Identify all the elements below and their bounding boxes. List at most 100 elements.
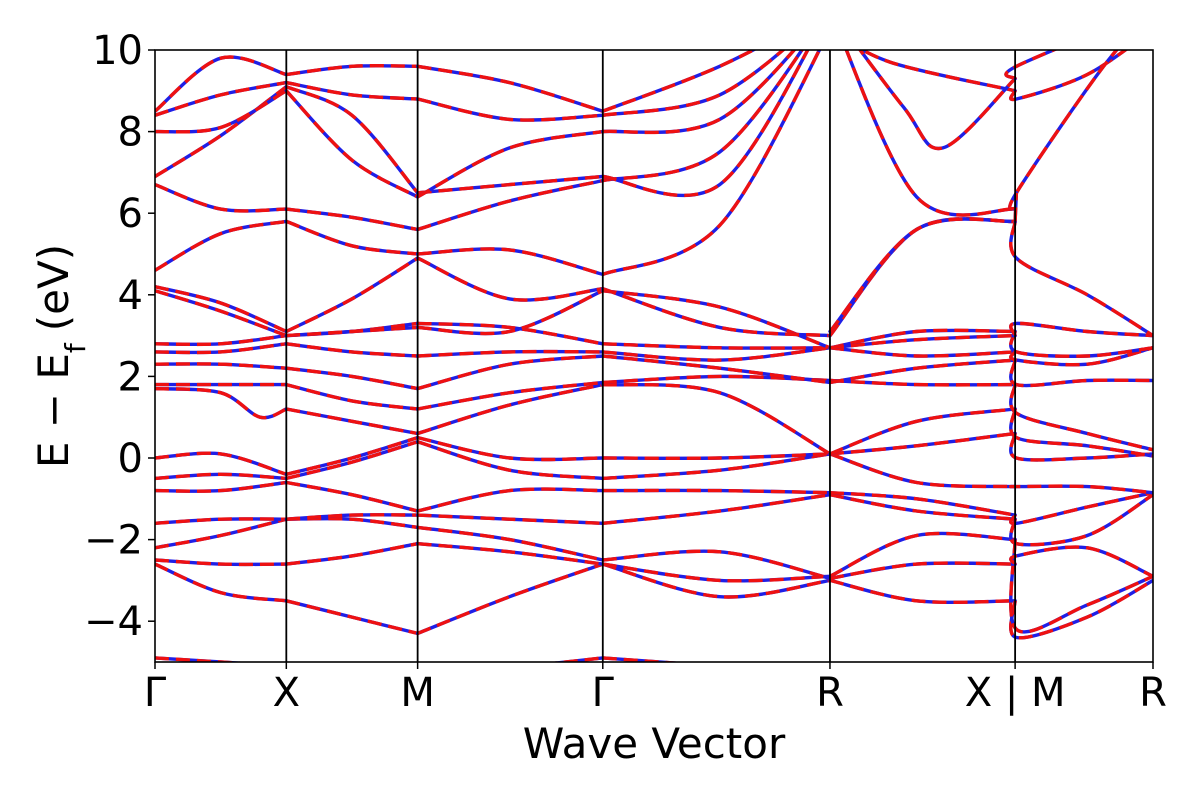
band-line-dashed-17-2 — [417, 174, 603, 195]
band-line-dashed-20-0 — [155, 55, 287, 113]
band-line-dashed-1-3 — [602, 562, 831, 599]
band-line-dashed-10-5 — [1009, 359, 1153, 388]
band-line-dashed-11-4 — [829, 346, 1016, 358]
band-line-dashed-8-0 — [155, 386, 287, 420]
band-line-solid-23-5 — [1008, 50, 1119, 211]
k-point-lines — [285, 50, 1017, 662]
band-line-solid-17-3 — [601, 50, 810, 197]
band-line-dashed-13-4 — [829, 333, 1016, 350]
band-line-dashed-14-1 — [285, 256, 419, 334]
band-line-dashed-6-0 — [155, 472, 287, 481]
band-line-solid-5-2 — [415, 487, 605, 513]
x-tick-label: R — [816, 670, 844, 716]
band-line-dashed-7-0 — [155, 451, 287, 476]
band-line-dashed-3-2 — [417, 525, 604, 562]
band-line-dashed-10-4 — [829, 358, 1016, 385]
band-line-dashed-23-5 — [1008, 50, 1119, 211]
y-axis-label: E − Ef (eV) — [29, 244, 92, 468]
band-line-dashed-7-2 — [417, 435, 603, 462]
band-line-solid-1-4 — [828, 578, 1017, 604]
y-axis-label-main: E − E — [29, 353, 78, 468]
band-line-dashed-22-4 — [858, 50, 1017, 151]
band-line-dashed-1-2 — [416, 562, 604, 635]
band-line-dashed-4-4 — [829, 493, 1016, 521]
band-line-dashed-10-1 — [286, 366, 418, 391]
band-line-solid-8-4 — [828, 407, 1017, 456]
band-line-dashed-19-1 — [285, 80, 418, 101]
band-line-dashed-2-1 — [286, 542, 418, 566]
band-line-dashed-13-5 — [1009, 321, 1153, 338]
band-line-solid-22-5 — [1004, 50, 1058, 81]
band-line-dashed-18-2 — [416, 129, 604, 199]
band-line-dashed-20-2 — [417, 64, 604, 113]
band-line-dashed-13-0 — [155, 289, 287, 338]
band-line-dashed-14-4 — [828, 217, 1016, 337]
band-line-dashed-5-3 — [602, 488, 831, 495]
band-line-dashed-2-2 — [417, 542, 604, 566]
band-line-dashed-10-3 — [602, 354, 831, 385]
band-line-dashed-18-3 — [602, 50, 797, 135]
band-line-dashed-11-0 — [155, 342, 287, 355]
band-line-dashed-20-3 — [602, 50, 758, 113]
band-line-dashed-2-3 — [602, 562, 831, 583]
band-line-dashed-5-4 — [829, 491, 1016, 517]
band-line-dashed-10-0 — [155, 362, 287, 370]
band-line-dashed-4-1 — [286, 513, 418, 521]
y-tick-label: 4 — [118, 273, 143, 319]
band-line-dashed-18-0 — [155, 89, 288, 134]
band-line-solid-15-0 — [155, 219, 288, 272]
band-line-dashed-7-1 — [285, 435, 419, 476]
band-line-dashed-0-3 — [602, 656, 684, 662]
band-line-dashed-16-1 — [286, 207, 418, 232]
band-line-solid-18-0 — [155, 89, 288, 134]
band-line-dashed-19-0 — [155, 80, 287, 117]
band-line-dashed-0-2 — [550, 656, 603, 662]
band-line-dashed-5-1 — [285, 480, 419, 513]
x-tick-label: X — [273, 670, 300, 716]
band-line-dashed-15-2 — [417, 247, 604, 277]
band-line-solid-7-2 — [415, 435, 605, 462]
band-line-dashed-19-2 — [417, 97, 603, 122]
band-line-dashed-5-0 — [155, 480, 287, 493]
x-tick-label: X | M — [965, 670, 1066, 716]
band-line-dashed-21-4 — [859, 50, 1016, 93]
band-line-dashed-8-4 — [829, 407, 1016, 456]
band-line-dashed-6-3 — [602, 452, 831, 481]
band-line-dashed-4-0 — [155, 517, 287, 525]
band-line-dashed-12-2 — [417, 321, 604, 346]
band-line-dashed-20-1 — [286, 64, 418, 77]
band-line-solid-14-4 — [828, 217, 1017, 338]
band-line-dashed-7-4 — [829, 431, 1016, 456]
band-line-dashed-17-1 — [285, 85, 419, 194]
band-line-dashed-12-5 — [1009, 331, 1153, 358]
band-line-dashed-9-1 — [285, 382, 418, 411]
band-line-dashed-15-1 — [285, 219, 418, 256]
band-line-dashed-14-0 — [155, 284, 287, 334]
band-line-dashed-19-3 — [602, 50, 786, 117]
band-line-dashed-8-3 — [602, 382, 831, 456]
band-line-dashed-9-5 — [1009, 384, 1153, 452]
x-tick-label: Γ — [144, 670, 167, 716]
band-line-dashed-11-2 — [417, 349, 603, 358]
band-line-dashed-6-2 — [417, 440, 603, 481]
band-line-dashed-6-1 — [285, 440, 419, 481]
band-line-dashed-15-3 — [602, 50, 822, 276]
band-line-dashed-16-2 — [417, 178, 604, 232]
band-line-solid-1-0 — [155, 562, 288, 603]
band-line-dashed-3-0 — [155, 517, 287, 550]
band-line-dashed-13-1 — [286, 325, 418, 338]
band-line-dashed-6-4 — [829, 452, 1016, 489]
band-line-dashed-12-0 — [155, 333, 287, 347]
band-line-dashed-3-5 — [1009, 545, 1153, 578]
band-line-dashed-3-3 — [602, 549, 831, 581]
band-line-solid-7-0 — [155, 451, 288, 476]
band-line-solid-2-4 — [828, 531, 1017, 578]
band-line-dashed-3-4 — [829, 561, 1016, 581]
band-line-dashed-2-4 — [829, 531, 1016, 578]
y-tick-label: 6 — [118, 191, 143, 237]
y-tick-label: 2 — [118, 354, 143, 400]
band-line-dashed-11-5 — [1009, 346, 1153, 367]
band-line-dashed-8-1 — [285, 407, 418, 436]
band-line-dashed-24-4 — [828, 217, 1016, 333]
band-line-solid-17-1 — [284, 85, 420, 195]
